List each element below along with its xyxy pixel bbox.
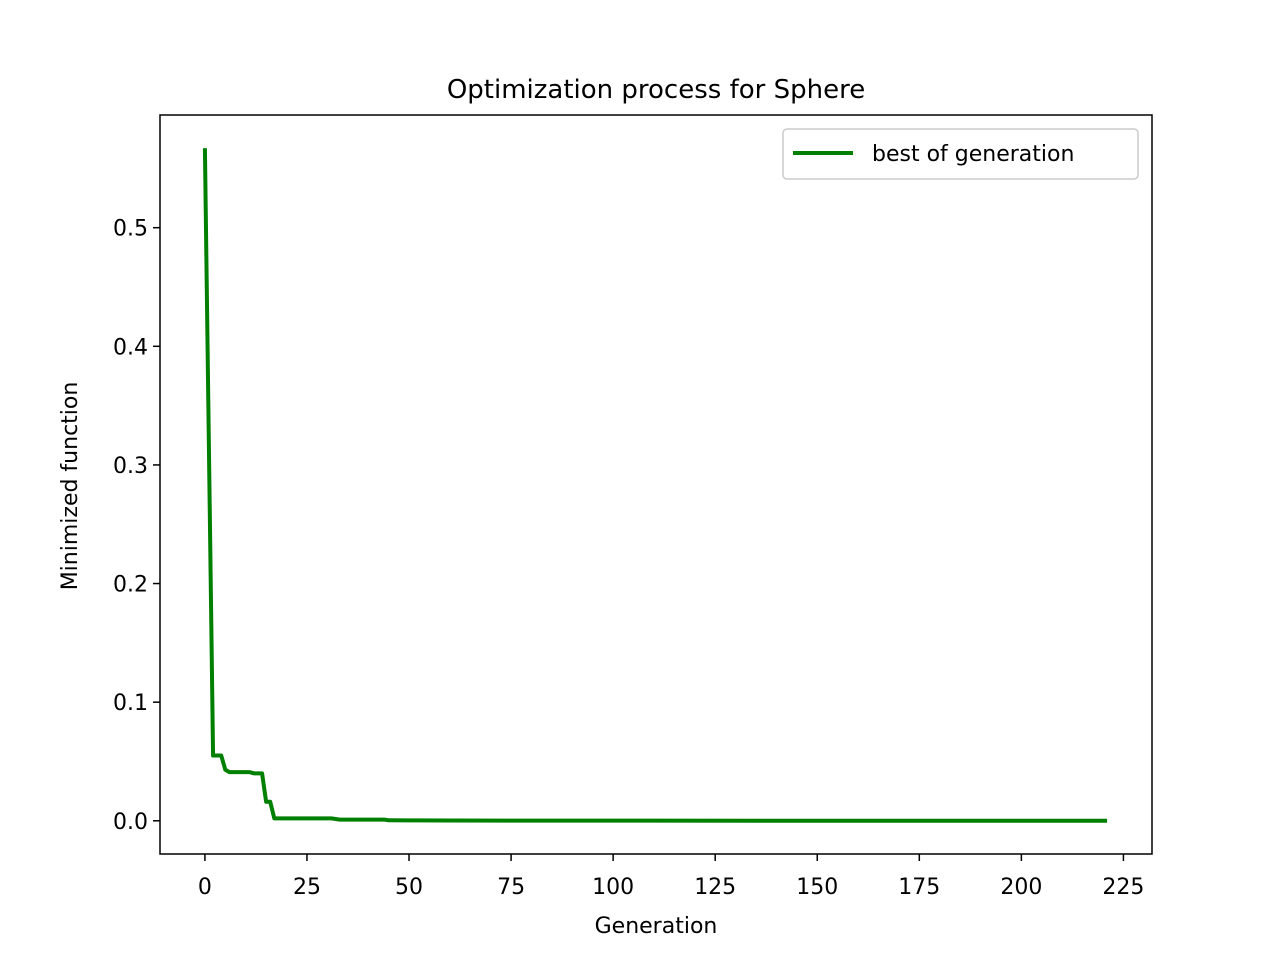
x-tick-label: 225 <box>1102 875 1144 900</box>
series-line-best-of-generation <box>202 148 1108 823</box>
x-tick-label: 25 <box>293 875 321 900</box>
x-tick-label: 125 <box>694 875 736 900</box>
plot-area-frame <box>159 114 1153 855</box>
x-tick-label: 0 <box>198 875 212 900</box>
legend: best of generation <box>782 128 1139 180</box>
y-axis-label: Minimized function <box>58 382 83 591</box>
x-tick-label: 200 <box>1000 875 1042 900</box>
y-tick-label: 0.3 <box>113 454 148 479</box>
chart-title: Optimization process for Sphere <box>447 75 865 105</box>
y-axis-ticks: 0.0 0.1 0.2 0.3 0.4 0.5 <box>113 217 160 835</box>
y-tick-label: 0.5 <box>113 217 148 242</box>
y-tick-label: 0.2 <box>113 573 148 598</box>
series-layer <box>202 148 1108 823</box>
y-tick-label: 0.0 <box>113 810 148 835</box>
legend-label-best-of-generation: best of generation <box>872 142 1074 167</box>
x-tick-label: 150 <box>796 875 838 900</box>
y-tick-label: 0.1 <box>113 691 148 716</box>
x-axis-ticks: 0 25 50 75 100 125 150 175 200 225 <box>198 854 1144 900</box>
x-tick-label: 75 <box>497 875 525 900</box>
x-tick-label: 50 <box>395 875 423 900</box>
legend-box <box>782 128 1139 180</box>
x-axis-label: Generation <box>595 914 718 939</box>
x-tick-label: 100 <box>592 875 634 900</box>
x-tick-label: 175 <box>898 875 940 900</box>
y-tick-label: 0.4 <box>113 335 148 360</box>
